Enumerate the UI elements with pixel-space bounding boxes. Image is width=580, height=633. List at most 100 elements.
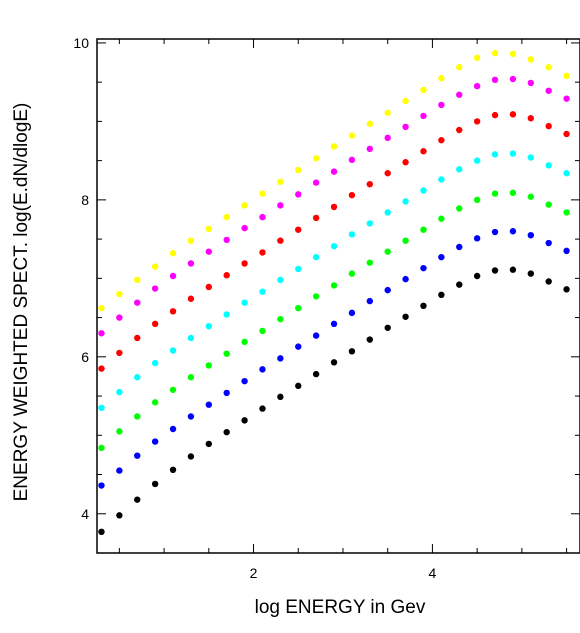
data-point bbox=[366, 120, 374, 127]
data-point bbox=[205, 323, 213, 330]
data-point bbox=[205, 362, 213, 369]
data-point bbox=[151, 263, 159, 270]
data-point bbox=[473, 196, 481, 204]
data-point bbox=[420, 148, 427, 155]
data-point bbox=[420, 264, 427, 272]
data-point bbox=[420, 86, 427, 94]
data-point bbox=[420, 187, 427, 194]
data-point bbox=[169, 308, 177, 315]
data-point bbox=[169, 466, 177, 474]
data-point bbox=[563, 169, 570, 177]
data-point bbox=[456, 205, 463, 212]
data-point bbox=[151, 359, 159, 367]
data-point bbox=[241, 224, 248, 232]
data-point bbox=[473, 82, 481, 90]
data-point bbox=[348, 348, 356, 355]
data-point bbox=[241, 299, 248, 306]
data-point bbox=[98, 482, 105, 489]
data-point bbox=[259, 405, 266, 412]
data-point bbox=[545, 162, 552, 169]
data-point bbox=[330, 320, 338, 328]
data-point bbox=[420, 112, 427, 120]
data-point bbox=[169, 272, 177, 280]
x-tick-label: 2 bbox=[250, 565, 258, 581]
data-point bbox=[98, 365, 105, 372]
data-point bbox=[312, 293, 320, 300]
data-point bbox=[456, 91, 463, 98]
data-point bbox=[438, 176, 445, 183]
data-point bbox=[402, 237, 409, 244]
data-point bbox=[384, 109, 391, 116]
data-point bbox=[312, 179, 320, 186]
data-point bbox=[348, 309, 356, 317]
data-point bbox=[563, 247, 570, 255]
y-tick-label: 4 bbox=[81, 506, 89, 522]
data-point bbox=[205, 248, 213, 255]
data-point bbox=[116, 512, 123, 519]
data-point bbox=[134, 374, 141, 381]
data-point bbox=[366, 145, 374, 153]
data-point bbox=[312, 332, 320, 339]
data-point bbox=[330, 168, 338, 175]
data-point bbox=[98, 404, 105, 412]
data-point bbox=[527, 115, 535, 122]
data-point bbox=[348, 231, 356, 238]
data-point bbox=[456, 281, 463, 288]
data-point bbox=[473, 235, 481, 242]
data-point bbox=[223, 428, 230, 436]
data-point bbox=[259, 366, 266, 373]
data-point bbox=[259, 288, 266, 295]
data-point bbox=[295, 382, 302, 390]
data-point bbox=[563, 209, 570, 216]
data-point bbox=[98, 528, 105, 536]
data-point bbox=[223, 213, 230, 221]
data-point bbox=[491, 190, 499, 197]
data-point bbox=[134, 334, 141, 342]
data-point bbox=[330, 282, 338, 289]
data-point bbox=[438, 291, 445, 299]
data-point bbox=[509, 189, 517, 197]
data-point bbox=[402, 313, 409, 320]
data-point bbox=[277, 202, 284, 209]
data-point bbox=[241, 377, 248, 385]
data-point bbox=[563, 95, 570, 102]
data-point bbox=[259, 249, 266, 256]
data-point bbox=[330, 143, 338, 150]
data-point bbox=[241, 338, 248, 346]
data-point bbox=[384, 324, 391, 331]
data-point bbox=[151, 438, 159, 445]
data-point bbox=[277, 276, 284, 284]
data-point bbox=[348, 191, 356, 199]
data-point bbox=[491, 76, 499, 84]
data-point bbox=[509, 228, 517, 235]
data-point bbox=[330, 359, 338, 366]
data-point bbox=[187, 413, 195, 420]
data-point bbox=[98, 444, 105, 452]
data-point bbox=[151, 285, 159, 292]
data-point bbox=[384, 134, 391, 142]
y-tick-label: 8 bbox=[81, 192, 89, 208]
data-point bbox=[402, 159, 409, 166]
data-point bbox=[116, 388, 123, 396]
data-point bbox=[151, 399, 159, 406]
data-point bbox=[134, 299, 141, 306]
data-point bbox=[151, 480, 159, 488]
data-point bbox=[456, 126, 463, 134]
data-point bbox=[473, 54, 481, 62]
data-point bbox=[348, 156, 356, 164]
data-point bbox=[456, 64, 463, 71]
data-point bbox=[223, 236, 230, 244]
data-point bbox=[402, 198, 409, 205]
x-axis-title: log ENERGY in Gev bbox=[255, 597, 426, 618]
data-point bbox=[241, 260, 248, 267]
data-point bbox=[420, 226, 427, 233]
data-point bbox=[259, 190, 266, 197]
data-point bbox=[116, 428, 123, 435]
data-point bbox=[509, 150, 517, 157]
data-point bbox=[366, 336, 374, 343]
data-point bbox=[384, 248, 391, 255]
data-point bbox=[205, 401, 213, 408]
data-point bbox=[205, 283, 213, 291]
data-point bbox=[473, 272, 481, 280]
